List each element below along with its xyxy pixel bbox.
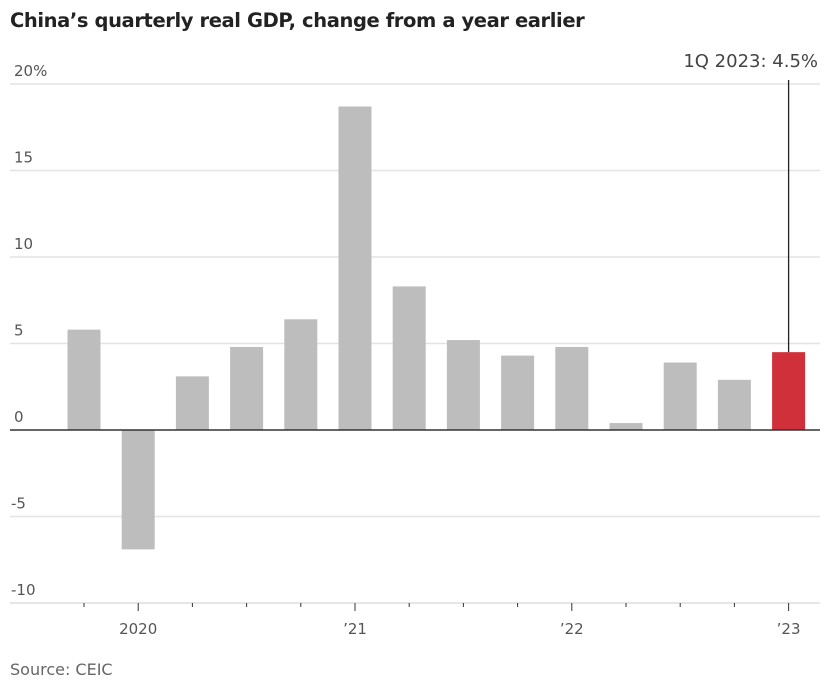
bar [609, 423, 643, 430]
bar [501, 355, 535, 430]
annotation: 1Q 2023: 4.5% [683, 51, 818, 353]
y-tick-label: 5 [14, 322, 24, 340]
bar [392, 286, 426, 430]
y-tick-label: 20% [14, 62, 47, 80]
y-tick-label: 0 [14, 408, 24, 426]
bar [446, 340, 480, 430]
annotation-label: 1Q 2023: 4.5% [683, 51, 818, 72]
chart-title: China’s quarterly real GDP, change from … [10, 9, 585, 32]
y-tick-label: 10 [14, 235, 33, 253]
y-tick-label: -5 [11, 495, 26, 513]
y-tick-label: -10 [11, 581, 36, 599]
axes [10, 429, 820, 611]
bar [555, 346, 589, 430]
x-tick-label: ’23 [777, 620, 801, 638]
tick-labels: 20% 15 10 5 0 -5 -10 2020 ’21 ’22 ’23 [11, 62, 801, 638]
bar [230, 346, 264, 430]
y-tick-label: 15 [14, 149, 33, 167]
bar-highlight [772, 352, 806, 430]
bar [121, 430, 155, 550]
bars [67, 106, 806, 550]
bar [663, 362, 697, 430]
x-tick-label: ’21 [343, 620, 367, 638]
bar [338, 106, 372, 431]
bar [284, 319, 318, 430]
x-tick-label: 2020 [119, 620, 157, 638]
bar [67, 329, 101, 430]
bar [717, 379, 751, 430]
x-tick-label: ’22 [560, 620, 584, 638]
bar [175, 376, 209, 430]
source-note: Source: CEIC [10, 660, 113, 679]
